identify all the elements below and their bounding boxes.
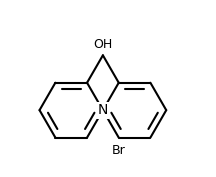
Text: OH: OH [93, 38, 113, 51]
Text: N: N [98, 103, 108, 117]
Text: Br: Br [112, 144, 126, 157]
